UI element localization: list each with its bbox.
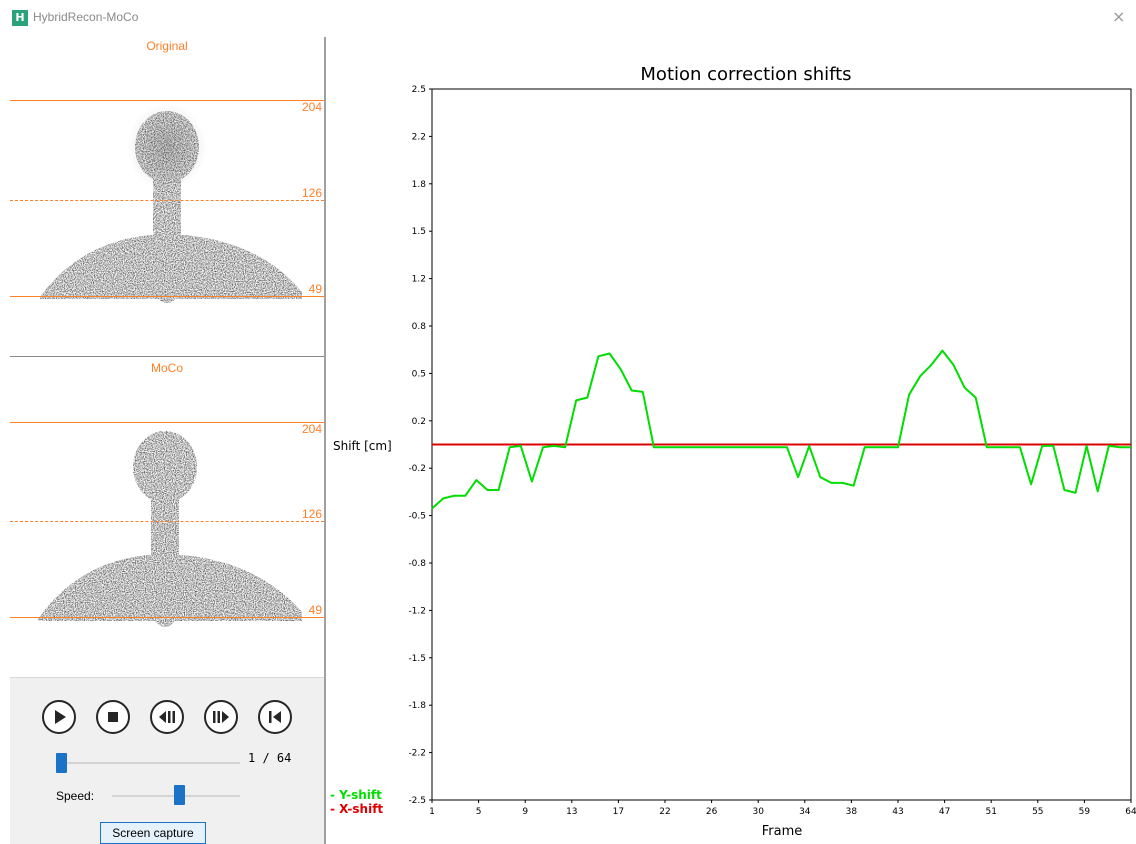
original-view: Original 204 (10, 37, 324, 357)
legend-x-shift: - X-shift (330, 802, 383, 816)
y-axis-label: Shift [cm] (333, 439, 392, 453)
y-shift-series-line (431, 349, 1131, 510)
y-tick-label: -1.8 (408, 701, 426, 711)
center-label: 126 (301, 507, 322, 521)
step-back-icon (159, 711, 175, 723)
screen-capture-button[interactable]: Screen capture (100, 822, 206, 844)
x-tick-label: 22 (659, 807, 670, 817)
chart-canvas: Motion correction shifts 2.5 2.2 1.8 1.5 1.2… (330, 64, 1136, 839)
upper-limit-label: 204 (301, 100, 322, 114)
y-tick-label: -0.8 (408, 559, 426, 569)
x-axis-ticks: 1 5 9 13 17 22 26 30 34 38 43 47 51 55 59 64 (429, 800, 1136, 817)
lower-limit-line[interactable] (10, 617, 324, 618)
title-bar: H HybridRecon-MoCo × (0, 0, 1136, 36)
app-logo-icon: H (12, 10, 28, 26)
speed-label: Speed: (56, 789, 95, 803)
x-tick-label: 51 (985, 807, 996, 817)
series-layer (431, 349, 1131, 510)
x-axis-label: Frame (762, 824, 803, 839)
y-tick-label: 2.5 (412, 85, 426, 95)
x-tick-label: 55 (1032, 807, 1043, 817)
y-tick-label: 2.2 (412, 132, 426, 142)
panel-divider[interactable] (324, 37, 326, 844)
lower-limit-label: 49 (308, 603, 322, 617)
y-tick-label: 1.8 (412, 180, 427, 190)
y-tick-label: 0.5 (412, 369, 426, 379)
y-tick-label: 1.5 (412, 227, 426, 237)
x-tick-label: 17 (613, 807, 624, 817)
window-title: HybridRecon-MoCo (33, 10, 139, 24)
stop-icon (108, 712, 118, 722)
y-tick-label: -1.5 (408, 654, 426, 664)
x-tick-label: 9 (522, 807, 528, 817)
go-to-start-icon (269, 711, 281, 723)
legend-y-shift: - Y-shift (330, 788, 382, 802)
stop-button[interactable] (96, 700, 130, 734)
center-line[interactable] (10, 200, 324, 201)
x-tick-label: 34 (799, 807, 811, 817)
y-tick-label: -1.2 (408, 606, 426, 616)
center-line[interactable] (10, 521, 324, 522)
play-icon (55, 710, 66, 724)
step-forward-icon (213, 711, 229, 723)
upper-limit-line[interactable] (10, 422, 324, 423)
upper-limit-label: 204 (301, 422, 322, 436)
y-tick-label: -2.2 (408, 749, 426, 759)
close-icon[interactable]: × (1112, 7, 1126, 26)
go-to-start-button[interactable] (258, 700, 292, 734)
x-tick-label: 13 (566, 807, 577, 817)
x-tick-label: 26 (706, 807, 718, 817)
center-label: 126 (301, 186, 322, 200)
x-tick-label: 5 (476, 807, 482, 817)
lower-limit-line[interactable] (10, 296, 324, 297)
x-tick-label: 47 (939, 807, 950, 817)
y-tick-label: -2.5 (408, 796, 426, 806)
moco-view-title: MoCo (150, 361, 183, 375)
lower-limit-label: 49 (308, 282, 322, 296)
x-tick-label: 59 (1079, 807, 1091, 817)
motion-chart: Motion correction shifts 2.5 2.2 1.8 1.5 1.2… (326, 37, 1136, 844)
original-scan-image (40, 103, 302, 303)
x-tick-label: 38 (846, 807, 858, 817)
image-panel: Original 204 (10, 37, 324, 844)
moco-view: MoCo 204 126 49 (10, 357, 324, 677)
speed-slider-thumb[interactable] (173, 785, 185, 805)
upper-limit-line[interactable] (10, 100, 324, 101)
x-tick-label: 30 (752, 807, 764, 817)
y-tick-label: 0.8 (412, 322, 427, 332)
y-tick-label: -0.5 (408, 512, 426, 522)
frame-slider-track[interactable] (60, 762, 240, 764)
step-back-button[interactable] (150, 700, 184, 734)
playback-controls: 1 / 64 Speed: Screen capture (10, 677, 324, 844)
y-tick-label: 0.2 (412, 417, 426, 427)
moco-scan-image (38, 431, 302, 627)
chart-title: Motion correction shifts (640, 64, 851, 85)
y-axis-ticks: 2.5 2.2 1.8 1.5 1.2 0.8 0.5 0.2 -0.2 -0.5 -0.8 -1.2… (408, 85, 432, 806)
play-button[interactable] (42, 700, 76, 734)
frame-slider-thumb[interactable] (56, 753, 67, 773)
x-tick-label: 43 (892, 807, 903, 817)
y-tick-label: 1.2 (412, 275, 426, 285)
x-tick-label: 64 (1125, 807, 1136, 817)
step-forward-button[interactable] (204, 700, 238, 734)
x-tick-label: 1 (429, 807, 435, 817)
y-tick-label: -0.2 (408, 464, 426, 474)
original-view-title: Original (146, 39, 188, 53)
frame-counter: 1 / 64 (248, 751, 292, 765)
